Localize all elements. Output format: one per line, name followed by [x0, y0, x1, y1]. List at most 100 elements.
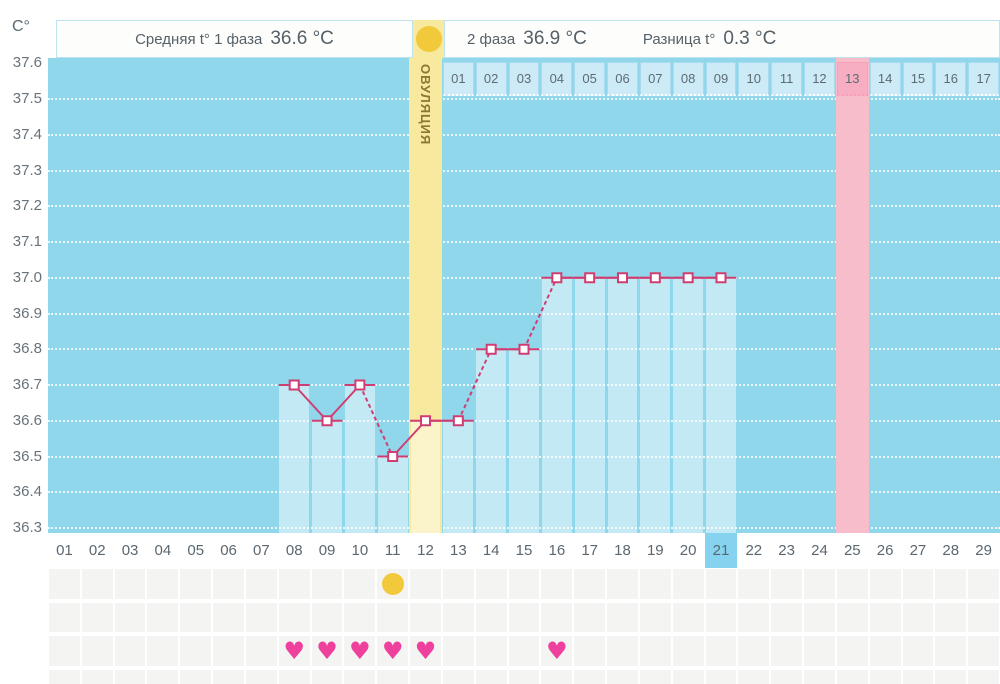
- note-cell[interactable]: [771, 669, 803, 684]
- temperature-point[interactable]: [387, 451, 399, 462]
- note-cell[interactable]: [968, 569, 1000, 599]
- note-cell[interactable]: [442, 602, 474, 633]
- note-cell[interactable]: [804, 636, 835, 666]
- note-cell[interactable]: [836, 669, 868, 684]
- day-label[interactable]: 16: [548, 542, 566, 559]
- note-cell[interactable]: [475, 602, 507, 633]
- day-label[interactable]: 15: [515, 542, 533, 559]
- note-cell[interactable]: [245, 602, 277, 633]
- phase2-day-cell[interactable]: 10: [738, 62, 770, 96]
- note-cell[interactable]: [344, 569, 376, 599]
- note-cell[interactable]: [81, 636, 113, 666]
- day-label[interactable]: 27: [909, 542, 927, 559]
- temperature-point[interactable]: [354, 379, 366, 391]
- note-cell[interactable]: [508, 602, 540, 633]
- note-cell[interactable]: [869, 636, 901, 666]
- note-cell[interactable]: [902, 569, 934, 599]
- phase2-day-cell[interactable]: 13: [836, 62, 868, 96]
- note-cell[interactable]: [278, 602, 310, 633]
- note-cell[interactable]: [541, 569, 573, 599]
- note-cell[interactable]: [639, 569, 671, 599]
- day-label[interactable]: 10: [351, 542, 369, 559]
- temperature-point[interactable]: [420, 415, 432, 427]
- note-cell[interactable]: [311, 569, 343, 599]
- note-cell[interactable]: [639, 636, 671, 666]
- phase2-day-cell[interactable]: 02: [475, 62, 507, 96]
- note-cell[interactable]: [738, 669, 770, 684]
- note-cell[interactable]: [147, 569, 179, 599]
- note-cell[interactable]: [869, 669, 901, 684]
- temperature-point[interactable]: [649, 272, 661, 284]
- note-cell[interactable]: [344, 669, 376, 684]
- note-cell[interactable]: ♥: [278, 636, 310, 666]
- phase2-day-cell[interactable]: 16: [935, 62, 967, 96]
- day-label[interactable]: 23: [778, 542, 795, 559]
- note-cell[interactable]: [738, 636, 770, 666]
- note-cell[interactable]: [574, 569, 606, 599]
- note-cell[interactable]: [377, 569, 409, 599]
- phase2-day-cell[interactable]: 17: [968, 62, 999, 96]
- note-cell[interactable]: [902, 602, 934, 633]
- note-cell[interactable]: [81, 602, 113, 633]
- day-label[interactable]: 28: [942, 542, 960, 559]
- note-cell[interactable]: [607, 669, 638, 684]
- day-label[interactable]: 12: [417, 542, 434, 559]
- temperature-point[interactable]: [584, 272, 596, 284]
- day-label[interactable]: 06: [220, 542, 237, 559]
- note-cell[interactable]: [245, 636, 277, 666]
- note-cell[interactable]: [147, 636, 179, 666]
- note-cell[interactable]: [804, 669, 835, 684]
- note-cell[interactable]: [114, 602, 146, 633]
- day-label[interactable]: 05: [187, 542, 205, 559]
- phase2-day-cell[interactable]: 07: [639, 62, 671, 96]
- note-cell[interactable]: [377, 602, 409, 633]
- phase2-day-cell[interactable]: 05: [574, 62, 606, 96]
- note-cell[interactable]: [672, 669, 704, 684]
- note-cell[interactable]: [49, 636, 80, 666]
- note-cell[interactable]: [935, 669, 967, 684]
- note-cell[interactable]: ♥: [311, 636, 343, 666]
- note-cell[interactable]: [672, 602, 704, 633]
- note-cell[interactable]: [49, 602, 80, 633]
- note-cell[interactable]: [311, 602, 343, 633]
- note-cell[interactable]: [475, 569, 507, 599]
- note-cell[interactable]: [147, 669, 179, 684]
- note-cell[interactable]: [639, 602, 671, 633]
- note-cell[interactable]: [574, 636, 606, 666]
- phase2-day-cell[interactable]: 01: [442, 62, 474, 96]
- note-cell[interactable]: [213, 602, 244, 633]
- day-label[interactable]: 13: [450, 542, 467, 559]
- day-label[interactable]: 29: [975, 542, 992, 559]
- phase2-day-cell[interactable]: 09: [705, 62, 737, 96]
- note-cell[interactable]: [442, 669, 474, 684]
- note-cell[interactable]: [705, 669, 737, 684]
- note-cell[interactable]: [114, 569, 146, 599]
- note-cell[interactable]: ♥: [541, 636, 573, 666]
- note-cell[interactable]: [869, 569, 901, 599]
- note-cell[interactable]: [968, 669, 1000, 684]
- note-cell[interactable]: [442, 569, 474, 599]
- day-label[interactable]: 01: [56, 542, 73, 559]
- note-cell[interactable]: [377, 669, 409, 684]
- phase2-day-cell[interactable]: 06: [607, 62, 638, 96]
- note-cell[interactable]: [705, 569, 737, 599]
- note-cell[interactable]: [902, 669, 934, 684]
- day-label[interactable]: 25: [843, 542, 861, 559]
- day-label[interactable]: 09: [318, 542, 336, 559]
- note-cell[interactable]: [213, 669, 244, 684]
- note-cell[interactable]: [114, 669, 146, 684]
- day-label-highlighted[interactable]: 21: [704, 533, 738, 568]
- phase2-day-cell[interactable]: 08: [672, 62, 704, 96]
- note-cell[interactable]: [836, 602, 868, 633]
- phase2-day-cell[interactable]: 04: [541, 62, 573, 96]
- note-cell[interactable]: [278, 569, 310, 599]
- note-cell[interactable]: [442, 636, 474, 666]
- note-cell[interactable]: [935, 636, 967, 666]
- note-cell[interactable]: [245, 569, 277, 599]
- note-cell[interactable]: [180, 669, 212, 684]
- note-cell[interactable]: [968, 636, 1000, 666]
- temperature-point[interactable]: [715, 272, 727, 284]
- note-cell[interactable]: [836, 569, 868, 599]
- day-label[interactable]: 08: [285, 542, 303, 559]
- temperature-point[interactable]: [452, 415, 464, 427]
